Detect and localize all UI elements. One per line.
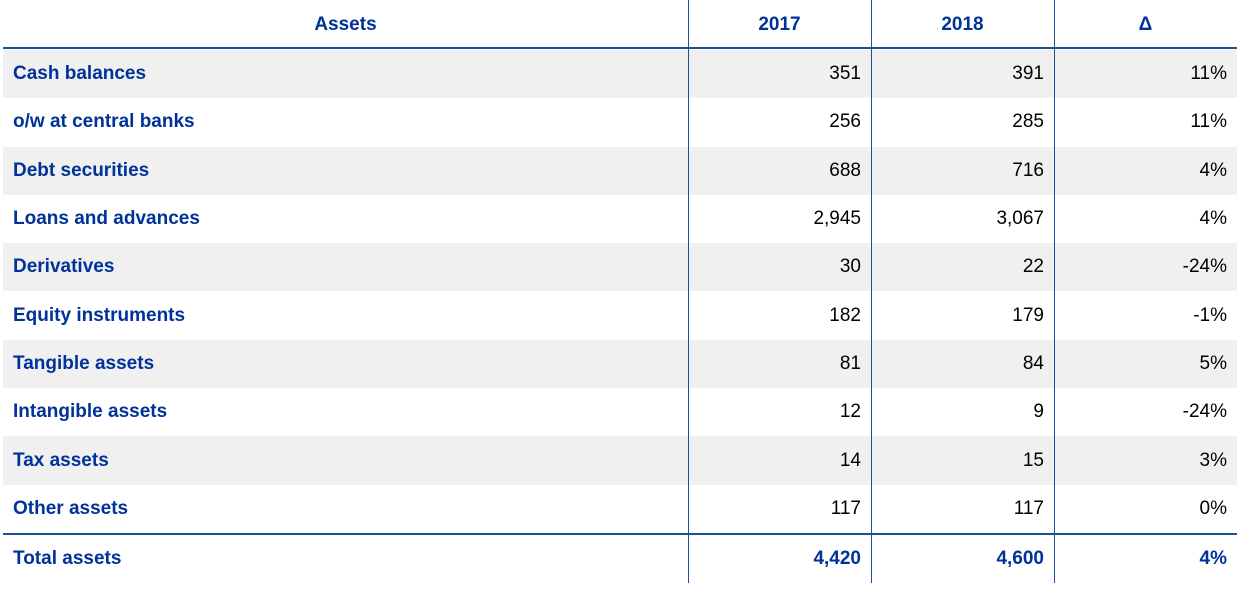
value-cell: 688 — [829, 159, 861, 181]
total-value: 4,420 — [813, 548, 861, 569]
row-label: Debt securities — [13, 159, 150, 181]
value-cell: 9 — [1033, 401, 1044, 423]
value-cell: 4% — [1199, 208, 1227, 230]
value-cell: -1% — [1193, 304, 1227, 326]
value-cell: 716 — [1012, 159, 1044, 181]
total-label: Total assets — [13, 548, 122, 569]
value-cell: 81 — [839, 352, 861, 374]
value-cell: -24% — [1182, 401, 1227, 423]
header-cell: 2018 — [941, 14, 984, 35]
value-cell: 117 — [1013, 497, 1044, 519]
value-cell: 351 — [829, 63, 861, 85]
value-cell: 3% — [1199, 449, 1227, 471]
row-band — [3, 243, 1237, 292]
value-cell: 391 — [1012, 63, 1044, 85]
header-cell: Δ — [1138, 14, 1153, 35]
value-cell: 84 — [1022, 352, 1044, 374]
value-cell: 15 — [1022, 449, 1044, 471]
header-cell: Assets — [314, 14, 377, 35]
value-cell: 22 — [1022, 256, 1044, 278]
value-cell: 117 — [830, 497, 861, 519]
value-cell: 4% — [1199, 159, 1227, 181]
value-cell: 0% — [1199, 497, 1227, 519]
value-cell: 179 — [1012, 304, 1044, 326]
total-value: 4,600 — [996, 548, 1044, 569]
value-cell: 11% — [1190, 111, 1227, 133]
row-label: o/w at central banks — [13, 111, 195, 133]
value-cell: 256 — [829, 111, 861, 133]
value-cell: 3,067 — [996, 208, 1044, 230]
row-band — [3, 436, 1237, 485]
row-label: Tax assets — [13, 449, 109, 471]
value-cell: 5% — [1199, 352, 1227, 374]
row-label: Cash balances — [13, 63, 147, 85]
row-band — [3, 339, 1237, 389]
total-value: 4% — [1199, 548, 1227, 569]
value-cell: -24% — [1182, 256, 1227, 278]
value-cell: 14 — [839, 449, 861, 471]
row-label: Tangible assets — [13, 352, 155, 374]
header-rule — [3, 47, 1237, 49]
column-divider — [688, 0, 689, 583]
value-cell: 2,945 — [813, 208, 861, 230]
column-divider — [871, 0, 872, 583]
value-cell: 285 — [1012, 111, 1044, 133]
row-band — [3, 50, 1237, 99]
total-rule — [3, 533, 1237, 535]
value-cell: 30 — [839, 256, 861, 278]
row-label: Loans and advances — [13, 208, 200, 230]
row-label: Derivatives — [13, 256, 115, 278]
row-label: Other assets — [13, 497, 129, 519]
row-label: Equity instruments — [13, 304, 186, 326]
value-cell: 182 — [829, 304, 861, 326]
row-band — [3, 146, 1237, 195]
header-cell: 2017 — [758, 14, 801, 35]
column-divider — [1054, 0, 1055, 583]
value-cell: 12 — [839, 401, 861, 423]
row-label: Intangible assets — [13, 401, 168, 423]
value-cell: 11% — [1190, 63, 1227, 85]
